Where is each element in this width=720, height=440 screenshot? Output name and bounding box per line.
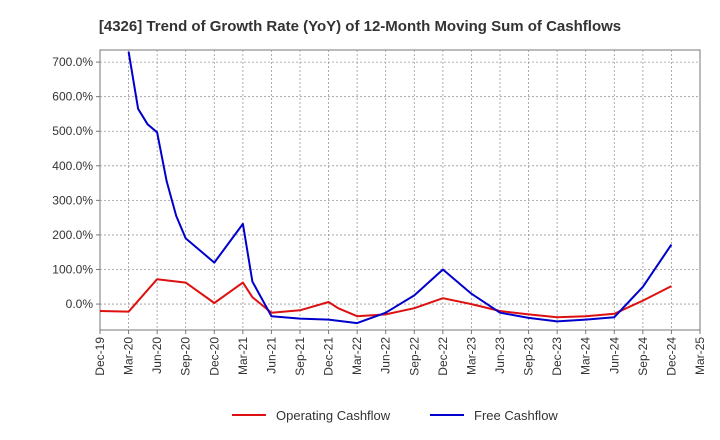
y-axis-tick-labels: 0.0% 100.0% 200.0% 300.0% 400.0% 500.0% 600.0%…: [52, 55, 100, 311]
x-axis-tick-labels: Dec-19 Mar-20 Jun-20 Sep-20 Dec-20 Mar-21 Jun-…: [93, 330, 707, 376]
x-tick-label: Mar-25: [693, 337, 707, 375]
x-tick-label: Sep-20: [179, 337, 193, 376]
x-tick-label: Jun-24: [607, 337, 621, 374]
x-tick-label: Dec-23: [550, 337, 564, 376]
x-tick-label: Jun-21: [264, 337, 278, 374]
series-lines: [99, 51, 673, 325]
series-line-1: [127, 51, 673, 325]
y-tick-label: 400.0%: [52, 159, 93, 173]
x-tick-label: Dec-24: [664, 337, 678, 376]
legend-label-1: Free Cashflow: [474, 408, 558, 423]
y-tick-label: 100.0%: [52, 263, 93, 277]
x-tick-label: Mar-21: [236, 337, 250, 375]
x-tick-label: Dec-20: [207, 337, 221, 376]
y-tick-label: 600.0%: [52, 90, 93, 104]
legend-label-0: Operating Cashflow: [276, 408, 391, 423]
x-tick-label: Sep-22: [407, 337, 421, 376]
x-tick-label: Mar-20: [122, 337, 136, 375]
x-tick-label: Sep-21: [293, 337, 307, 376]
y-tick-label: 300.0%: [52, 193, 93, 207]
plot-area: [99, 49, 701, 331]
y-tick-label: 500.0%: [52, 124, 93, 138]
x-tick-label: Dec-22: [436, 337, 450, 376]
x-tick-label: Jun-22: [379, 337, 393, 374]
x-tick-label: Jun-23: [493, 337, 507, 374]
y-tick-label: 700.0%: [52, 55, 93, 69]
x-tick-label: Mar-24: [579, 337, 593, 375]
x-tick-label: Jun-20: [150, 337, 164, 374]
x-tick-label: Dec-21: [322, 337, 336, 376]
x-tick-label: Mar-23: [464, 337, 478, 375]
series-line-0: [99, 278, 672, 319]
x-tick-label: Mar-22: [350, 337, 364, 375]
x-tick-label: Dec-19: [93, 337, 107, 376]
x-tick-label: Sep-23: [522, 337, 536, 376]
chart-title: [4326] Trend of Growth Rate (YoY) of 12-…: [99, 18, 621, 35]
legend: Operating Cashflow Free Cashflow: [232, 408, 558, 423]
y-tick-label: 0.0%: [66, 297, 94, 311]
y-tick-label: 200.0%: [52, 228, 93, 242]
x-tick-label: Sep-24: [636, 337, 650, 376]
